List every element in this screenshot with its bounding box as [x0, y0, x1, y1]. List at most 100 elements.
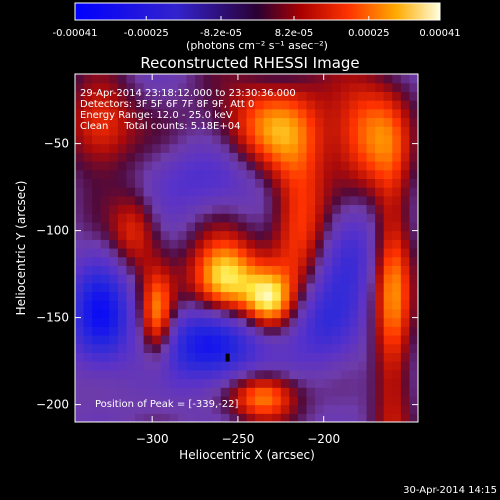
heatmap-cell: [349, 152, 359, 162]
colorbar: -0.00041 -0.00025 -8.2e-05 8.2e-05 0.00025 0.…: [53, 2, 461, 52]
heatmap-cell: [152, 134, 162, 145]
heatmap-cell: [220, 230, 230, 240]
heatmap-cell: [92, 117, 102, 127]
heatmap-cell: [143, 265, 153, 275]
heatmap-cell: [280, 126, 290, 136]
heatmap-cell: [152, 256, 162, 266]
heatmap-cell: [75, 369, 85, 380]
heatmap-cell: [75, 343, 85, 353]
heatmap-cell: [332, 387, 342, 397]
heatmap-cell: [186, 91, 196, 101]
heatmap-cell: [263, 204, 273, 214]
heatmap-cell: [375, 91, 385, 101]
heatmap-cell: [315, 291, 325, 301]
heatmap-cell: [83, 91, 93, 101]
heatmap-cell: [392, 169, 402, 179]
heatmap-cell: [400, 274, 411, 284]
heatmap-cell: [375, 300, 385, 310]
heatmap-cell: [375, 395, 385, 406]
heatmap-cell: [186, 230, 196, 240]
heatmap-cell: [332, 274, 342, 284]
heatmap-cell: [357, 213, 368, 223]
heatmap-cell: [246, 256, 256, 266]
heatmap-cell: [83, 308, 93, 319]
heatmap-cell: [177, 91, 188, 101]
heatmap-cell: [306, 291, 316, 301]
heatmap-cell: [272, 274, 282, 284]
heatmap-cell: [220, 352, 230, 362]
heatmap-cell: [272, 248, 282, 258]
heatmap-cell: [237, 134, 248, 145]
heatmap-cell: [220, 369, 230, 380]
heatmap-cell: [100, 204, 110, 214]
heatmap-cell: [109, 300, 119, 310]
heatmap-cell: [340, 74, 350, 84]
heatmap-cell: [100, 282, 110, 293]
heatmap-cell: [263, 152, 273, 162]
heatmap-cell: [109, 413, 119, 422]
heatmap-cell: [400, 178, 411, 188]
heatmap-cell: [75, 326, 85, 336]
heatmap-cell: [246, 74, 256, 84]
heatmap-cell: [109, 326, 119, 336]
heatmap-cell: [177, 74, 188, 84]
heatmap-cell: [126, 248, 136, 258]
heatmap-cell: [152, 343, 162, 353]
heatmap-cell: [195, 352, 205, 362]
heatmap-cell: [109, 404, 119, 414]
y-tick-label: −150: [36, 311, 69, 325]
heatmap-cell: [229, 117, 239, 127]
heatmap-cell: [366, 187, 376, 197]
heatmap-cell: [255, 143, 265, 153]
heatmap-cell: [169, 204, 179, 214]
heatmap-cell: [75, 108, 85, 119]
heatmap-cell: [220, 161, 230, 171]
heatmap-cell: [100, 308, 110, 319]
heatmap-cell: [383, 134, 393, 145]
heatmap-cell: [237, 161, 248, 171]
heatmap-cell: [203, 108, 213, 119]
heatmap-cell: [186, 274, 196, 284]
heatmap-cell: [289, 161, 299, 171]
heatmap-cell: [100, 300, 110, 310]
heatmap-cell: [255, 178, 265, 188]
heatmap-cell: [392, 291, 402, 301]
heatmap-cell: [280, 143, 290, 153]
heatmap-cell: [357, 204, 368, 214]
heatmap-cell: [135, 91, 145, 101]
heatmap-cell: [263, 161, 273, 171]
heatmap-cell: [366, 387, 376, 397]
heatmap-cell: [289, 230, 299, 240]
heatmap-cell: [357, 221, 368, 232]
x-tick-label: −300: [136, 432, 169, 446]
heatmap-cell: [280, 134, 290, 145]
heatmap-cell: [229, 369, 239, 380]
heatmap-cell: [366, 395, 376, 406]
heatmap-cell: [323, 117, 333, 127]
heatmap-cell: [400, 134, 411, 145]
heatmap-cell: [306, 413, 316, 422]
heatmap-cell: [126, 387, 136, 397]
heatmap-cell: [289, 404, 299, 414]
heatmap-cell: [169, 143, 179, 153]
heatmap-cell: [280, 91, 290, 101]
heatmap-cell: [323, 256, 333, 266]
heatmap-cell: [75, 187, 85, 197]
heatmap-cell: [177, 378, 188, 388]
heatmap-cell: [272, 108, 282, 119]
heatmap-cell: [203, 335, 213, 345]
heatmap-cell: [143, 413, 153, 422]
heatmap-cell: [246, 291, 256, 301]
heatmap-cell: [306, 282, 316, 293]
heatmap-cell: [366, 326, 376, 336]
heatmap-cell: [280, 361, 290, 371]
heatmap-cell: [237, 143, 248, 153]
heatmap-cell: [280, 291, 290, 301]
heatmap-cell: [160, 204, 170, 214]
heatmap-cell: [177, 143, 188, 153]
heatmap-cell: [332, 108, 342, 119]
heatmap-cell: [280, 152, 290, 162]
heatmap-cell: [323, 108, 333, 119]
heatmap-cell: [306, 317, 316, 327]
heatmap-cell: [246, 161, 256, 171]
